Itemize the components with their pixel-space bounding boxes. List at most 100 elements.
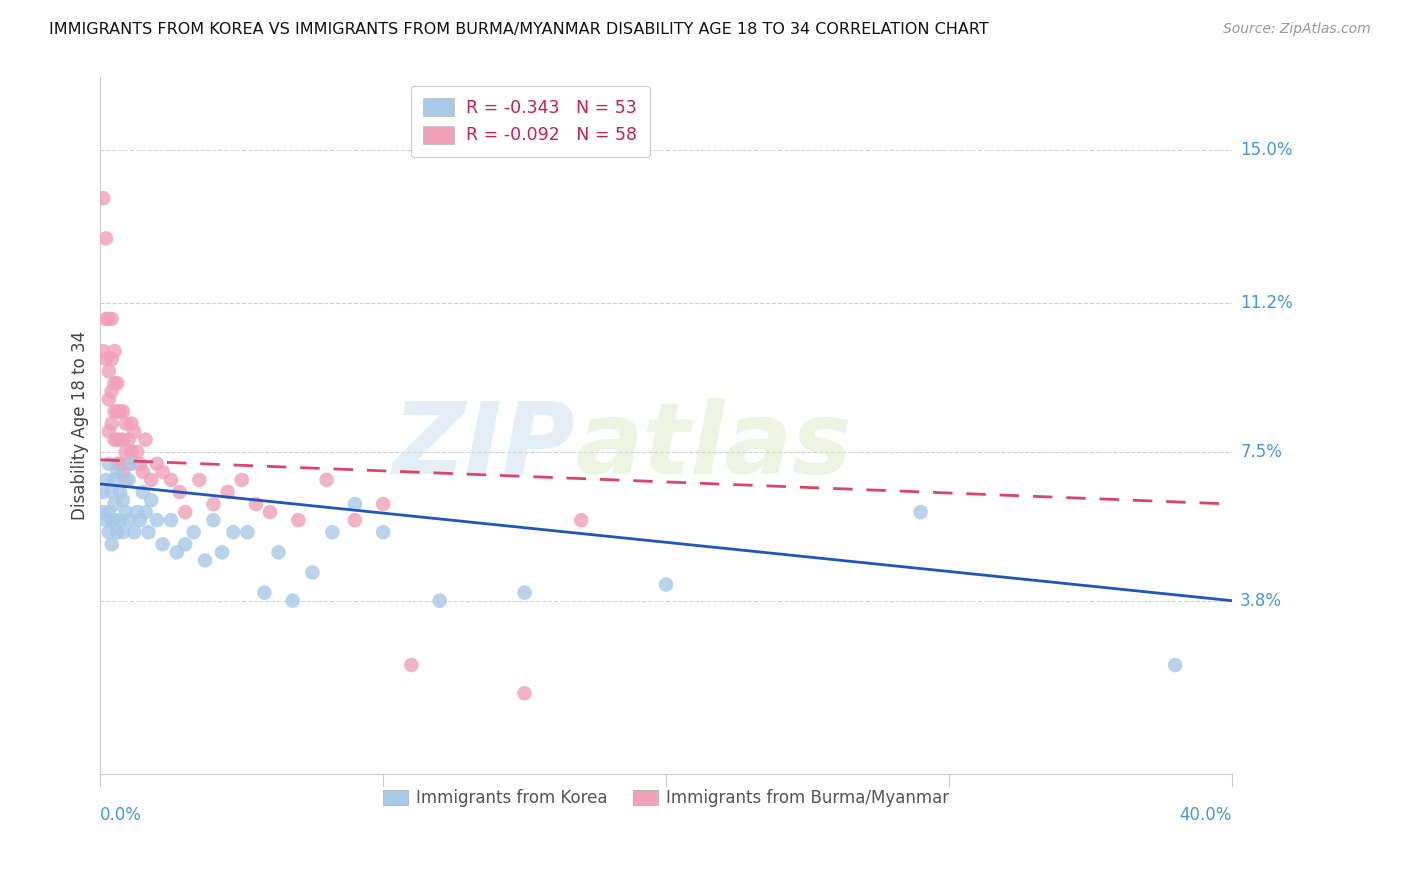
Point xyxy=(202,513,225,527)
Point xyxy=(121,457,143,471)
Point xyxy=(513,686,536,700)
Point xyxy=(343,497,366,511)
Point xyxy=(97,392,120,407)
Point xyxy=(127,444,149,458)
Point xyxy=(100,312,122,326)
Point xyxy=(401,658,423,673)
Point xyxy=(211,545,233,559)
Point xyxy=(569,513,592,527)
Point xyxy=(94,352,117,367)
Point xyxy=(315,473,337,487)
Point xyxy=(105,465,128,479)
Point xyxy=(94,231,117,245)
Point xyxy=(236,525,259,540)
Point xyxy=(281,593,304,607)
Point xyxy=(188,473,211,487)
Point xyxy=(267,545,290,559)
Point xyxy=(114,417,136,431)
Point xyxy=(105,376,128,391)
Text: atlas: atlas xyxy=(575,398,852,495)
Point xyxy=(100,384,122,399)
Point xyxy=(114,505,136,519)
Point xyxy=(202,497,225,511)
Point xyxy=(114,444,136,458)
Text: ZIP: ZIP xyxy=(392,398,575,495)
Point xyxy=(91,505,114,519)
Point xyxy=(100,537,122,551)
Point xyxy=(103,497,125,511)
Point xyxy=(111,465,134,479)
Point xyxy=(373,497,395,511)
Point xyxy=(117,433,139,447)
Point xyxy=(146,513,169,527)
Point xyxy=(97,312,120,326)
Point xyxy=(141,473,163,487)
Point xyxy=(105,433,128,447)
Point xyxy=(194,553,217,567)
Point xyxy=(100,352,122,367)
Point xyxy=(97,457,120,471)
Point xyxy=(135,505,157,519)
Point xyxy=(114,473,136,487)
Point xyxy=(129,457,152,471)
Point xyxy=(217,485,239,500)
Text: IMMIGRANTS FROM KOREA VS IMMIGRANTS FROM BURMA/MYANMAR DISABILITY AGE 18 TO 34 C: IMMIGRANTS FROM KOREA VS IMMIGRANTS FROM… xyxy=(49,22,988,37)
Point xyxy=(253,585,276,599)
Point xyxy=(108,457,131,471)
Point xyxy=(287,513,309,527)
Point xyxy=(117,513,139,527)
Point xyxy=(146,457,169,471)
Point xyxy=(124,525,146,540)
Text: 0.0%: 0.0% xyxy=(100,805,142,824)
Point xyxy=(160,473,183,487)
Point xyxy=(121,417,143,431)
Point xyxy=(166,545,188,559)
Point xyxy=(111,433,134,447)
Point xyxy=(129,513,152,527)
Point xyxy=(91,344,114,359)
Point xyxy=(259,505,281,519)
Text: 7.5%: 7.5% xyxy=(1240,442,1282,461)
Point xyxy=(103,433,125,447)
Point xyxy=(91,191,114,205)
Point xyxy=(655,577,678,591)
Point xyxy=(105,457,128,471)
Point xyxy=(117,473,139,487)
Point xyxy=(138,525,160,540)
Point xyxy=(222,525,245,540)
Point xyxy=(121,444,143,458)
Point xyxy=(97,364,120,378)
Point xyxy=(108,513,131,527)
Point xyxy=(141,493,163,508)
Point xyxy=(111,493,134,508)
Point xyxy=(301,566,323,580)
Point xyxy=(132,485,155,500)
Text: 3.8%: 3.8% xyxy=(1240,591,1282,609)
Point xyxy=(103,404,125,418)
Point xyxy=(910,505,932,519)
Point xyxy=(152,465,174,479)
Point xyxy=(429,593,451,607)
Point xyxy=(103,376,125,391)
Point xyxy=(94,473,117,487)
Point xyxy=(103,513,125,527)
Point xyxy=(343,513,366,527)
Point xyxy=(97,505,120,519)
Point xyxy=(124,425,146,439)
Y-axis label: Disability Age 18 to 34: Disability Age 18 to 34 xyxy=(72,331,89,520)
Point xyxy=(94,513,117,527)
Point xyxy=(108,404,131,418)
Text: 15.0%: 15.0% xyxy=(1240,141,1292,159)
Point xyxy=(513,585,536,599)
Point xyxy=(108,485,131,500)
Point xyxy=(100,417,122,431)
Legend: Immigrants from Korea, Immigrants from Burma/Myanmar: Immigrants from Korea, Immigrants from B… xyxy=(377,783,956,814)
Point xyxy=(111,404,134,418)
Point xyxy=(105,404,128,418)
Point xyxy=(373,525,395,540)
Point xyxy=(1164,658,1187,673)
Text: 40.0%: 40.0% xyxy=(1180,805,1232,824)
Point xyxy=(91,485,114,500)
Point xyxy=(321,525,343,540)
Point xyxy=(94,312,117,326)
